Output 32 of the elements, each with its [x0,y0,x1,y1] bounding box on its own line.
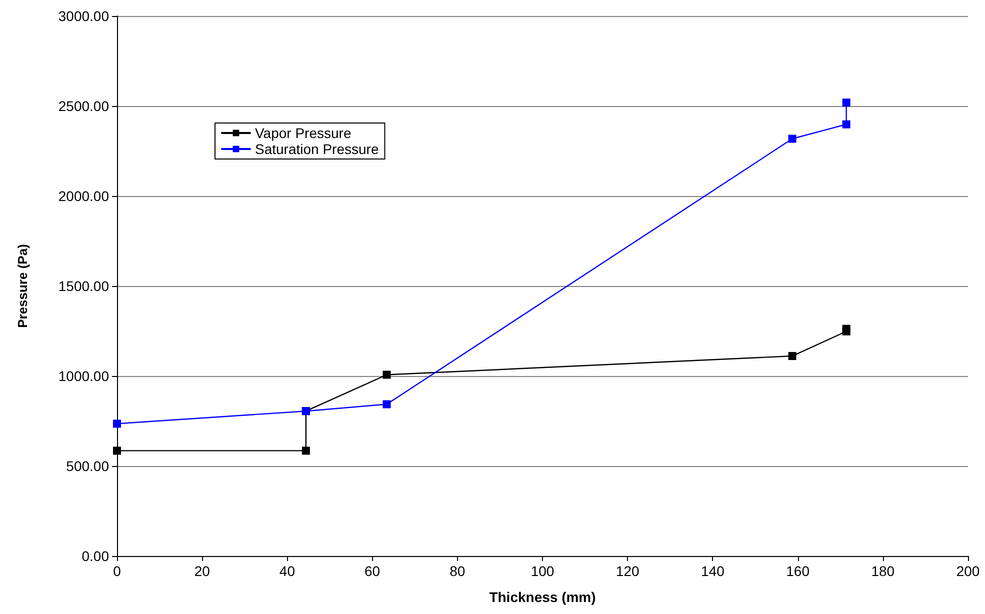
point [788,352,796,360]
point [302,446,310,455]
y-tick-label: 1000.00 [58,368,110,384]
x-tick-label: 160 [786,563,810,579]
x-tick-label: 40 [279,563,296,579]
x-tick-label: 200 [956,563,980,579]
legend-label: Saturation Pressure [255,141,379,157]
y-tick-label: 1500.00 [58,278,110,294]
y-tick-label: 500.00 [66,458,110,474]
legend-label: Vapor Pressure [255,125,352,141]
y-axis-title: Pressure (Pa) [15,244,30,328]
x-tick-label: 0 [113,563,122,579]
point [788,134,796,143]
y-tick-label: 2000.00 [58,188,110,204]
point [842,120,850,128]
x-axis-title: Thickness (mm) [489,589,596,605]
x-tick-label: 20 [194,563,210,579]
y-tick-label: 3000.00 [58,8,110,24]
x-tick-label: 180 [871,563,895,579]
x-tick-label: 140 [701,563,725,579]
point [382,400,391,408]
x-tick-label: 60 [364,563,380,579]
point [113,420,121,428]
point [113,446,121,455]
x-tick-label: 80 [450,563,466,579]
point [382,370,391,379]
y-tick-label: 2500.00 [58,98,110,114]
x-tick-label: 120 [616,563,640,579]
x-tick-label: 100 [530,563,554,579]
y-tick-label: 0.00 [82,548,110,564]
point [842,324,850,333]
point [842,98,850,107]
